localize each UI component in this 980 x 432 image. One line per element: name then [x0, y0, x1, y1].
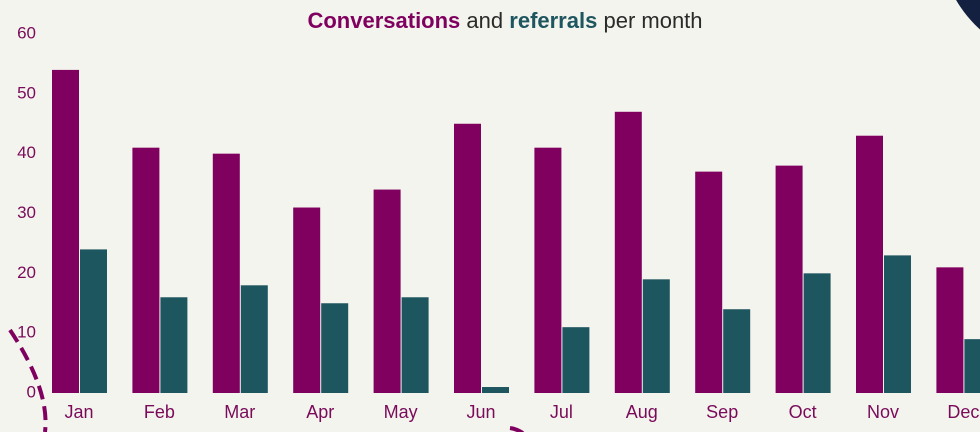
- bar: [775, 165, 803, 393]
- x-tick-label: Jun: [466, 402, 495, 422]
- bar: [534, 147, 562, 393]
- bar: [614, 111, 642, 394]
- bar: [401, 297, 429, 393]
- dashed-decoration: [509, 426, 525, 432]
- corner-decoration: [956, 0, 980, 30]
- y-tick-label: 10: [17, 323, 36, 342]
- x-tick-label: Mar: [224, 402, 255, 422]
- bar: [723, 309, 751, 393]
- title-joiner: and: [466, 8, 503, 33]
- y-tick-label: 20: [17, 263, 36, 282]
- bar: [160, 297, 188, 393]
- bar: [562, 327, 590, 393]
- y-tick-label: 50: [17, 83, 36, 102]
- x-tick-label: Jul: [550, 402, 573, 422]
- bar: [373, 189, 401, 393]
- y-tick-label: 0: [27, 382, 36, 401]
- x-tick-label: May: [384, 402, 418, 422]
- bar: [695, 171, 723, 393]
- bar: [293, 207, 321, 393]
- x-tick-label: Feb: [144, 402, 175, 422]
- bar: [80, 249, 107, 393]
- title-series-b: referrals: [509, 8, 597, 33]
- bar: [132, 147, 160, 393]
- bar: [52, 69, 79, 394]
- bar: [803, 273, 831, 393]
- bar: [212, 153, 240, 393]
- y-tick-label: 60: [17, 23, 36, 42]
- bar: [240, 285, 268, 393]
- bar: [482, 387, 509, 393]
- x-tick-label: Nov: [867, 402, 899, 422]
- x-tick-label: Oct: [789, 402, 817, 422]
- bar: [936, 267, 964, 393]
- y-tick-label: 30: [17, 203, 36, 222]
- chart-title: Conversations and referrals per month: [307, 8, 702, 33]
- x-tick-label: Apr: [306, 402, 334, 422]
- x-tick-label: Sep: [706, 402, 738, 422]
- y-tick-label: 40: [17, 143, 36, 162]
- bar: [884, 255, 911, 393]
- x-tick-label: Aug: [626, 402, 658, 422]
- bar: [964, 339, 980, 393]
- bar: [856, 135, 883, 393]
- title-series-a: Conversations: [307, 8, 460, 33]
- bar: [642, 279, 670, 393]
- title-suffix: per month: [603, 8, 702, 33]
- bar: [454, 123, 481, 393]
- bar: [321, 303, 349, 393]
- x-tick-label: Dec: [947, 402, 979, 422]
- x-tick-label: Jan: [64, 402, 93, 422]
